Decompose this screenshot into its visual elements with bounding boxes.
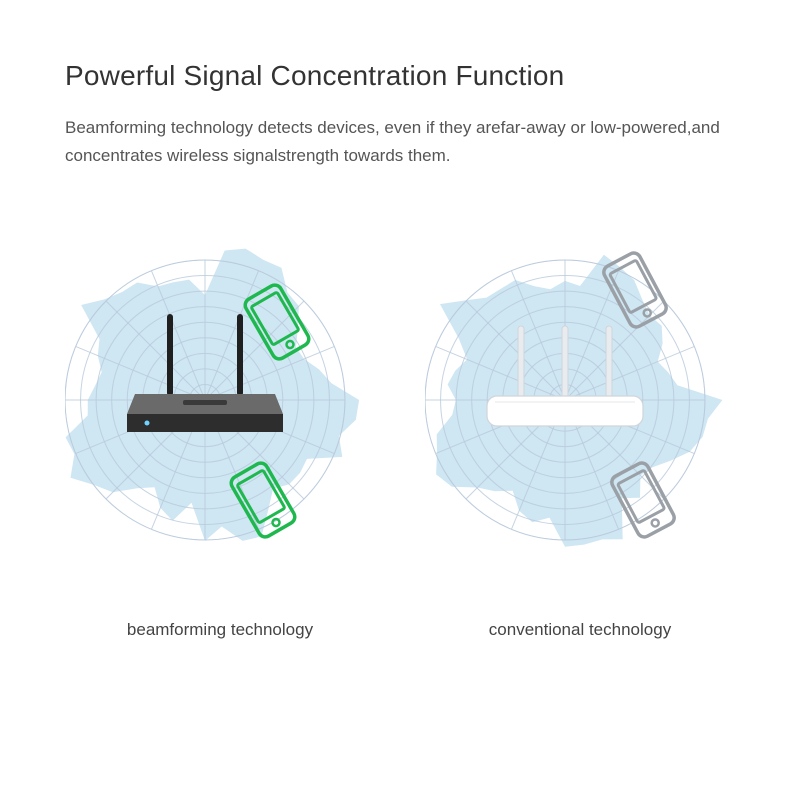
diagram-conventional (425, 210, 735, 590)
section-description: Beamforming technology detects devices, … (65, 114, 735, 170)
panel-conventional: conventional technology (425, 210, 735, 640)
section-title: Powerful Signal Concentration Function (65, 60, 735, 92)
caption-beamforming: beamforming technology (127, 620, 313, 640)
diagram-row: beamforming technology conventional tech… (65, 210, 735, 640)
panel-beamforming: beamforming technology (65, 210, 375, 640)
diagram-beamforming (65, 210, 375, 590)
caption-conventional: conventional technology (489, 620, 671, 640)
